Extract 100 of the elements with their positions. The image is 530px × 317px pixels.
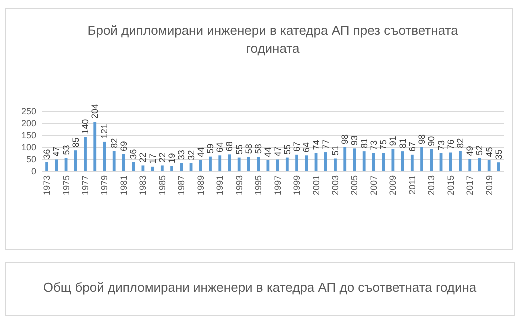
data-label: 44 bbox=[263, 147, 274, 158]
bar bbox=[112, 151, 116, 171]
x-tick-label: 2003 bbox=[330, 176, 340, 196]
bar bbox=[430, 149, 434, 171]
y-tick-label: 50 bbox=[26, 154, 36, 164]
x-tick-label: 2005 bbox=[350, 176, 360, 196]
bar bbox=[180, 163, 184, 171]
x-tick-label: 1989 bbox=[196, 176, 206, 196]
data-label: 59 bbox=[206, 144, 216, 154]
data-label: 90 bbox=[426, 136, 437, 146]
bar bbox=[248, 157, 250, 171]
data-label: 204 bbox=[90, 104, 100, 120]
data-label: 33 bbox=[176, 150, 187, 160]
data-label: 93 bbox=[350, 136, 360, 146]
bar bbox=[238, 158, 241, 171]
y-tick-label: 0 bbox=[31, 166, 36, 176]
data-label: 74 bbox=[311, 140, 322, 150]
data-label: 68 bbox=[224, 142, 235, 152]
bar bbox=[276, 160, 280, 171]
bar bbox=[392, 149, 395, 171]
x-tick-label: 1977 bbox=[80, 176, 91, 196]
x-tick-label: 1999 bbox=[292, 176, 302, 196]
bar bbox=[324, 152, 328, 171]
y-tick-label: 150 bbox=[21, 130, 36, 140]
data-label: 53 bbox=[61, 145, 72, 156]
x-tick-label: 2019 bbox=[484, 176, 494, 196]
bar bbox=[84, 137, 87, 171]
bar bbox=[382, 153, 386, 171]
bar bbox=[468, 159, 472, 171]
x-tick-label: 2017 bbox=[465, 176, 476, 196]
data-label: 47 bbox=[52, 146, 62, 157]
x-tick-label: 1995 bbox=[254, 176, 264, 196]
bar bbox=[372, 153, 376, 171]
data-label: 67 bbox=[407, 142, 418, 152]
x-tick-label: 1991 bbox=[215, 176, 226, 196]
data-label: 98 bbox=[417, 134, 428, 144]
data-label: 19 bbox=[167, 153, 178, 164]
data-label: 36 bbox=[42, 149, 52, 160]
data-label: 22 bbox=[157, 152, 168, 163]
bar bbox=[218, 156, 222, 171]
data-label: 98 bbox=[340, 134, 350, 144]
data-label: 91 bbox=[388, 136, 398, 146]
bar bbox=[122, 154, 126, 171]
data-label: 69 bbox=[118, 141, 129, 152]
bar bbox=[46, 162, 48, 171]
bar bbox=[74, 150, 78, 171]
bar bbox=[286, 158, 289, 171]
data-label: 121 bbox=[100, 124, 110, 139]
bar bbox=[334, 158, 337, 171]
bar bbox=[459, 151, 462, 171]
data-label: 85 bbox=[70, 138, 81, 148]
x-tick-label: 1981 bbox=[118, 176, 129, 196]
data-label: 81 bbox=[359, 138, 370, 149]
data-label: 22 bbox=[138, 152, 148, 163]
data-label: 52 bbox=[474, 146, 485, 156]
bar bbox=[401, 152, 404, 171]
x-tick-label: 1983 bbox=[138, 176, 148, 196]
data-label: 36 bbox=[128, 149, 139, 160]
bar bbox=[160, 166, 164, 171]
data-label: 81 bbox=[398, 138, 408, 149]
bar bbox=[498, 162, 500, 171]
data-label: 58 bbox=[244, 144, 254, 154]
bar bbox=[420, 147, 424, 171]
bar bbox=[142, 166, 145, 171]
x-tick-label: 2015 bbox=[446, 176, 456, 196]
data-label: 67 bbox=[292, 142, 302, 152]
bar bbox=[305, 156, 308, 171]
bar bbox=[209, 156, 212, 171]
x-tick-label: 1987 bbox=[176, 176, 187, 196]
x-tick-label: 2001 bbox=[311, 176, 322, 196]
text: Общ брой дипломирани инженери в катедра АП до съответната година bbox=[42, 279, 478, 297]
x-tick-label: 1979 bbox=[100, 176, 110, 196]
bar bbox=[362, 152, 366, 171]
bar bbox=[296, 154, 298, 171]
data-label: 73 bbox=[368, 140, 379, 150]
x-tick-label: 1975 bbox=[61, 176, 72, 196]
bar bbox=[410, 154, 414, 171]
y-tick-label: 200 bbox=[21, 118, 36, 128]
data-label: 47 bbox=[272, 146, 283, 157]
data-label: 64 bbox=[215, 142, 226, 153]
data-label: 76 bbox=[446, 140, 456, 150]
x-tick-label: 2011 bbox=[407, 176, 418, 195]
data-label: 82 bbox=[455, 138, 466, 148]
x-tick-label: 1993 bbox=[234, 176, 244, 196]
data-label: 58 bbox=[254, 144, 264, 154]
bar bbox=[94, 122, 97, 171]
y-tick-label: 100 bbox=[21, 142, 36, 152]
data-label: 73 bbox=[436, 140, 446, 150]
data-label: 45 bbox=[484, 147, 494, 158]
bar bbox=[170, 166, 174, 171]
data-label: 32 bbox=[186, 150, 196, 160]
bar bbox=[55, 160, 58, 171]
data-label: 17 bbox=[148, 154, 158, 164]
x-tick-label: 2013 bbox=[426, 176, 437, 196]
x-tick-label: 1985 bbox=[157, 176, 168, 196]
data-label: 35 bbox=[494, 150, 504, 160]
data-label: 44 bbox=[196, 147, 206, 158]
bar bbox=[449, 152, 452, 171]
data-label: 49 bbox=[465, 146, 476, 156]
bar bbox=[488, 160, 491, 171]
